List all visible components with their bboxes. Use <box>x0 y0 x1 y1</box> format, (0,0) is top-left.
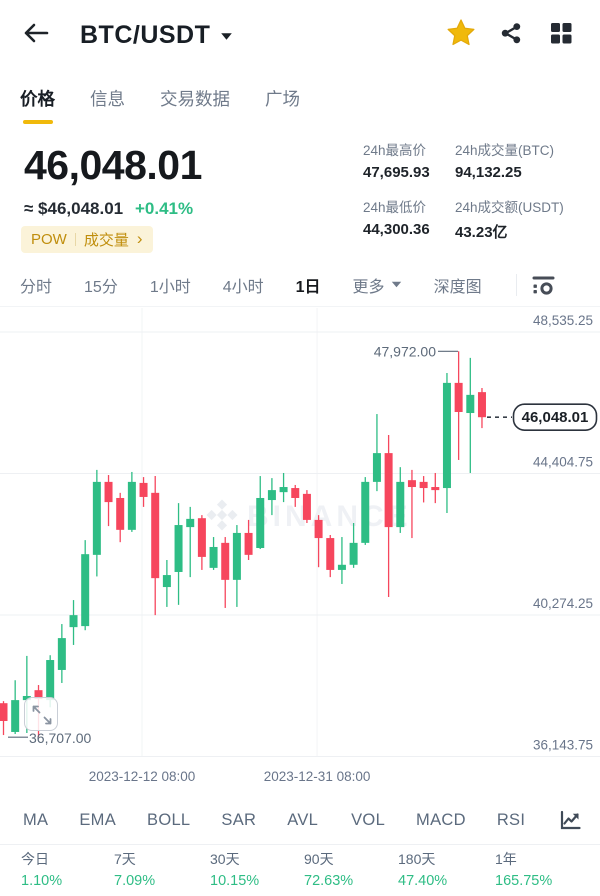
price-change-24h: +0.41% <box>135 199 194 218</box>
settings-lines-icon <box>532 276 555 295</box>
indicator-tabs: MA EMA BOLL SAR AVL VOL MACD RSI <box>0 796 600 845</box>
tf-minute[interactable]: 分时 <box>20 278 53 296</box>
fiat-price: ≈ $46,048.01 <box>24 199 124 218</box>
perf-label: 180天 <box>398 851 436 867</box>
stat-value: 94,132.25 <box>455 164 522 181</box>
svg-text:46,048.01: 46,048.01 <box>522 409 589 426</box>
svg-text:44,404.75: 44,404.75 <box>533 455 593 470</box>
perf-col: 30天 10.15% <box>210 849 304 889</box>
perf-value: 7.09% <box>114 873 156 889</box>
tab-label: 交易数据 <box>160 89 230 109</box>
stat-label: 24h成交额(USDT) <box>455 200 564 215</box>
expand-arrows-icon <box>32 705 52 725</box>
perf-label: 今日 <box>21 851 49 867</box>
perf-label: 1年 <box>495 851 517 867</box>
perf-col: 今日 1.10% <box>21 849 114 889</box>
tag-separator <box>74 233 76 246</box>
perf-col: 90天 72.63% <box>304 849 398 889</box>
perf-value: 47.40% <box>398 873 448 889</box>
tf-more-dropdown[interactable]: 更多 <box>353 273 402 297</box>
perf-col: 180天 47.40% <box>398 849 495 889</box>
candlestick-chart[interactable]: 48,535.25 44,404.75 40,274.25 36,143.75 BINA… <box>0 308 600 790</box>
perf-label: 30天 <box>210 851 240 867</box>
stat-label: 24h最低价 <box>363 200 427 215</box>
tab-square[interactable]: 广场 <box>265 82 300 126</box>
performance-row: 今日 1.10% 7天 7.09% 30天 10.15% 90天 72.63% 180天… <box>21 849 600 889</box>
tag-pow: POW <box>31 231 67 248</box>
tf-depth-chart[interactable]: 深度图 <box>433 278 482 296</box>
indicator-macd[interactable]: MACD <box>416 810 466 829</box>
tab-info[interactable]: 信息 <box>90 82 125 126</box>
share-button[interactable] <box>494 18 528 52</box>
indicator-avl[interactable]: AVL <box>287 810 319 829</box>
indicator-ema[interactable]: EMA <box>79 810 117 829</box>
chevron-right-icon: › <box>136 229 143 248</box>
tab-trading-data[interactable]: 交易数据 <box>160 82 230 126</box>
perf-label: 90天 <box>304 851 334 867</box>
svg-text:2023-12-12 08:00: 2023-12-12 08:00 <box>89 769 196 784</box>
apps-grid-button[interactable] <box>544 18 578 52</box>
chevron-down-icon <box>220 28 233 46</box>
stat-value: 47,695.93 <box>363 164 430 181</box>
svg-text:36,707.00: 36,707.00 <box>29 730 91 746</box>
svg-text:BINANCE: BINANCE <box>247 500 412 533</box>
perf-value: 1.10% <box>21 873 63 889</box>
tab-price[interactable]: 价格 <box>20 82 55 126</box>
indicator-rsi[interactable]: RSI <box>496 810 526 829</box>
indicator-settings-button[interactable] <box>531 274 556 295</box>
tab-label: 广场 <box>265 89 300 109</box>
tab-label: 信息 <box>90 89 125 109</box>
token-tag-badge[interactable]: POW 成交量 › <box>21 226 153 253</box>
arrow-left-icon <box>22 21 49 50</box>
timeframe-toolbar: 分时 15分 1小时 4小时 1日 更多 深度图 <box>0 263 600 307</box>
perf-value: 72.63% <box>304 873 354 889</box>
indicator-ma[interactable]: MA <box>23 810 49 829</box>
tag-volume: 成交量 <box>83 232 129 249</box>
grid-icon <box>550 22 572 49</box>
tab-label: 价格 <box>20 89 55 109</box>
indicator-boll[interactable]: BOLL <box>147 810 191 829</box>
svg-text:36,143.75: 36,143.75 <box>533 738 593 753</box>
tf-1h[interactable]: 1小时 <box>149 278 191 296</box>
tf-4h[interactable]: 4小时 <box>222 278 264 296</box>
pair-selector[interactable]: BTC/USDT <box>80 21 233 50</box>
pair-title: BTC/USDT <box>80 20 211 49</box>
active-tab-underline <box>22 120 53 124</box>
chart-resize-handle[interactable] <box>24 697 58 731</box>
indicator-sar[interactable]: SAR <box>221 810 257 829</box>
star-icon <box>446 18 476 52</box>
tf-1d[interactable]: 1日 <box>295 278 321 296</box>
stat-label: 24h最高价 <box>363 143 427 158</box>
nav-tabs: 价格 信息 交易数据 广场 <box>20 82 600 126</box>
stats-24h: 24h最高价 24h成交量(BTC) 47,695.93 94,132.25 2… <box>363 139 592 257</box>
stat-value: 44,300.36 <box>363 221 430 238</box>
share-icon <box>498 20 524 51</box>
svg-text:40,274.25: 40,274.25 <box>533 596 593 611</box>
svg-text:48,535.25: 48,535.25 <box>533 313 593 328</box>
perf-value: 165.75% <box>495 873 553 889</box>
more-label: 更多 <box>352 278 385 296</box>
stat-value: 43.23亿 <box>455 224 508 241</box>
perf-value: 10.15% <box>210 873 260 889</box>
last-price: 46,048.01 <box>24 142 202 188</box>
line-chart-icon <box>561 810 581 830</box>
chart-area: 48,535.25 44,404.75 40,274.25 36,143.75 BINA… <box>0 308 600 790</box>
kline-indicator-button[interactable] <box>558 809 582 831</box>
svg-text:47,972.00: 47,972.00 <box>374 343 436 359</box>
perf-col: 1年 165.75% <box>495 849 600 889</box>
top-bar: BTC/USDT <box>0 12 600 58</box>
svg-text:2023-12-31 08:00: 2023-12-31 08:00 <box>264 769 371 784</box>
back-button[interactable] <box>22 22 52 48</box>
perf-label: 7天 <box>114 851 136 867</box>
caret-down-icon <box>391 281 401 288</box>
tf-15m[interactable]: 15分 <box>84 278 118 296</box>
indicator-vol[interactable]: VOL <box>351 810 386 829</box>
toolbar-divider <box>515 273 517 296</box>
stat-label: 24h成交量(BTC) <box>455 143 555 158</box>
favorite-button[interactable] <box>444 18 478 52</box>
perf-col: 7天 7.09% <box>114 849 210 889</box>
